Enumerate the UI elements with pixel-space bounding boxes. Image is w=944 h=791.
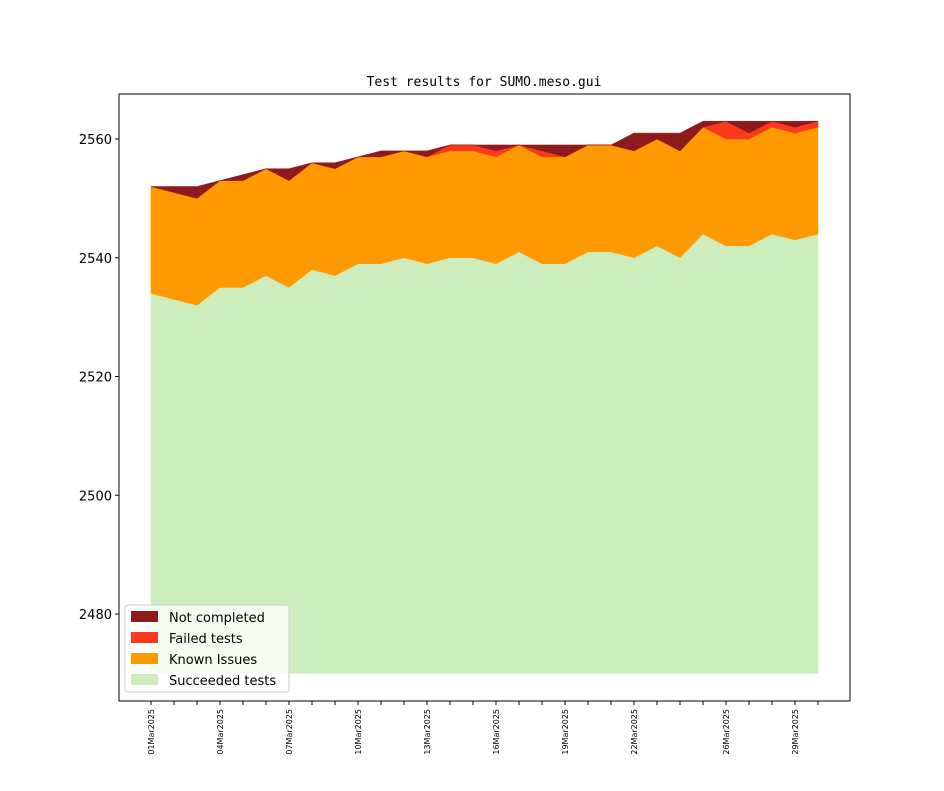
plot-frame [118, 93, 851, 702]
x-tick-label: 01Mar2025 [147, 709, 156, 755]
legend-swatch [131, 611, 158, 622]
chart-title: Test results for SUMO.meso.gui [367, 75, 602, 90]
x-tick-label: 07Mar2025 [285, 709, 294, 755]
x-tick-label: 16Mar2025 [492, 709, 501, 755]
y-tick-label: 2540 [79, 252, 112, 267]
x-tick-label: 10Mar2025 [354, 709, 363, 755]
legend-swatch [131, 653, 158, 664]
y-tick-label: 2520 [79, 371, 112, 386]
x-tick-label: 29Mar2025 [791, 709, 800, 755]
x-tick-label: 19Mar2025 [561, 709, 570, 755]
legend-label: Known Issues [169, 653, 257, 668]
y-tick-label: 2500 [79, 489, 112, 504]
y-tick-label: 2480 [79, 608, 112, 623]
x-tick-label: 04Mar2025 [216, 709, 225, 755]
legend-swatch [131, 632, 158, 643]
legend-label: Failed tests [169, 632, 243, 647]
x-tick-label: 22Mar2025 [630, 709, 639, 755]
x-tick-label: 13Mar2025 [423, 709, 432, 755]
legend-swatch [131, 674, 158, 685]
legend-label: Succeeded tests [169, 674, 276, 689]
legend: Not completed Failed tests Known Issues Suc… [124, 604, 290, 693]
x-tick-label: 26Mar2025 [722, 709, 731, 755]
area [150, 120, 819, 199]
legend-box [124, 604, 290, 693]
y-tick-label: 2560 [79, 133, 112, 148]
legend-label: Not completed [169, 611, 265, 626]
